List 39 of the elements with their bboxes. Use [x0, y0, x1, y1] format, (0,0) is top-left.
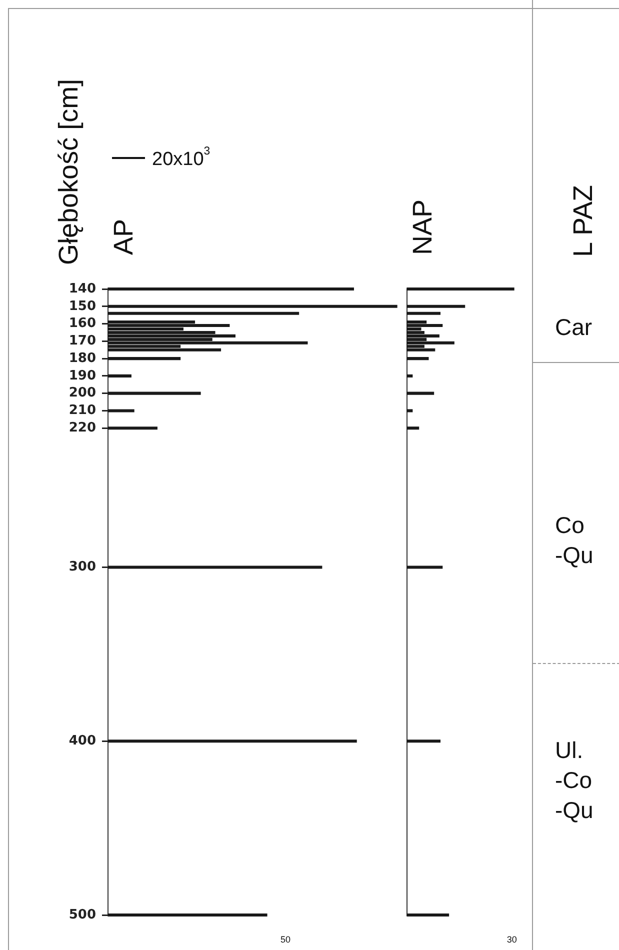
bar: [406, 409, 413, 412]
y-tick-label: 160: [68, 316, 96, 332]
bar: [108, 348, 222, 352]
text: 50: [280, 934, 290, 944]
y-tick-label: 200: [68, 386, 96, 401]
y-tick-label: 500: [68, 907, 96, 922]
y-tick-label: 210: [68, 403, 96, 418]
bar: [406, 324, 443, 328]
y-tick-label: 140: [68, 281, 96, 296]
y-tick-label: 300: [68, 560, 96, 575]
bar: [406, 357, 429, 360]
y-axis-title: Głębokość [cm]: [53, 78, 84, 265]
bar: [108, 312, 300, 315]
y-tick-label: 180: [68, 350, 96, 366]
bar: [406, 334, 440, 338]
text: 30: [506, 934, 517, 944]
bar: [406, 913, 450, 917]
bar: [406, 566, 443, 569]
bar: [406, 341, 454, 344]
chart-title: AP: [108, 218, 138, 255]
text: Car: [555, 313, 592, 342]
text: L PAZ: [568, 184, 599, 257]
bar: [406, 304, 466, 308]
bar: [406, 312, 440, 315]
bar: [406, 374, 413, 378]
bar: [406, 287, 514, 291]
y-tick-label: 170: [68, 334, 96, 349]
y-tick-label: 150: [68, 298, 96, 314]
y-tick-label: 220: [68, 420, 96, 436]
y-tick-label: 400: [68, 733, 96, 748]
bar: [406, 426, 420, 430]
y-tick-label: 190: [68, 368, 96, 384]
text: Ul. -Co -Qu: [555, 736, 594, 825]
chart-title: NAP: [407, 199, 438, 255]
bar: [406, 348, 436, 352]
bar: [108, 334, 236, 338]
text: Co -Qu: [555, 511, 594, 570]
bar: [406, 392, 434, 395]
bar: [406, 740, 440, 743]
